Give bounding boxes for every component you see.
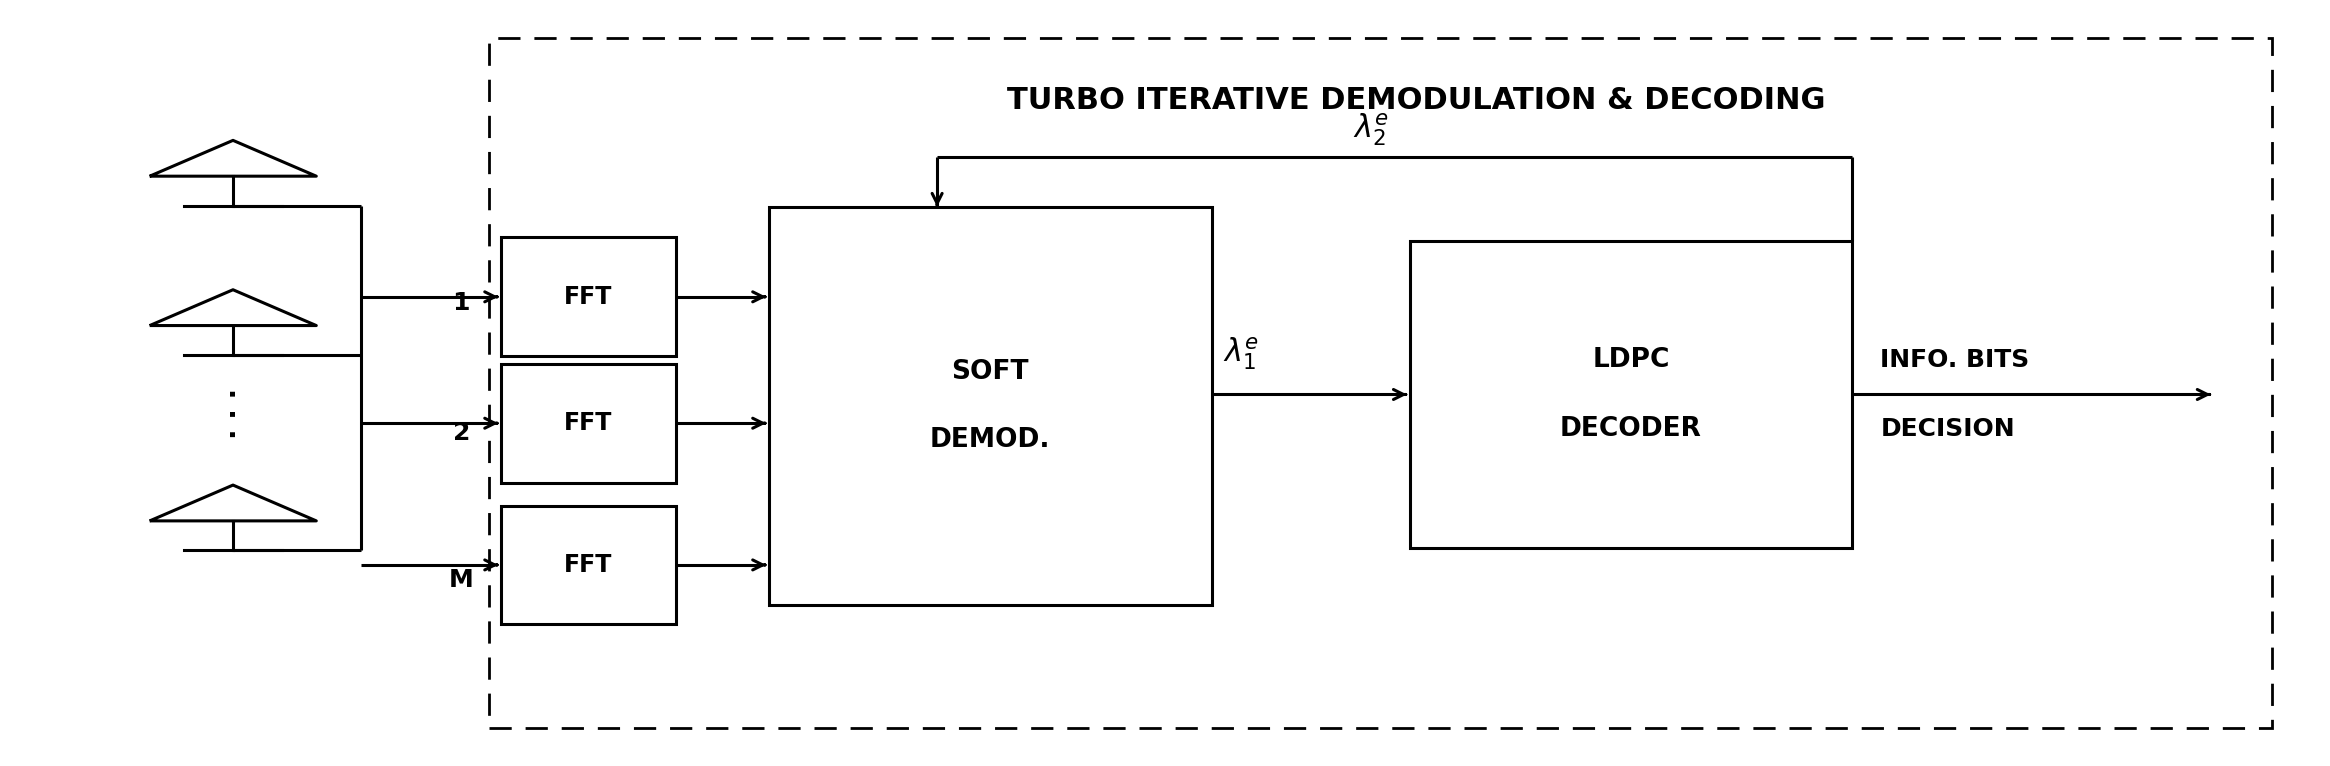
Text: . . .: . . . [214,388,242,439]
Text: FFT: FFT [564,553,613,577]
Text: TURBO ITERATIVE DEMODULATION & DECODING: TURBO ITERATIVE DEMODULATION & DECODING [1007,86,1824,115]
Bar [501,237,676,356]
Bar [501,364,676,483]
Bar [1410,241,1852,548]
Bar [489,38,2272,728]
Text: FFT: FFT [564,411,613,435]
Text: $\lambda_2^e$: $\lambda_2^e$ [1354,111,1389,148]
Text: INFO. BITS: INFO. BITS [1880,348,2029,372]
Text: 1: 1 [452,290,471,315]
Text: DEMOD.: DEMOD. [930,427,1051,453]
Text: DECISION: DECISION [1880,417,2015,441]
Bar [769,207,1212,605]
Text: DECODER: DECODER [1561,416,1701,442]
Text: $\lambda_1^e$: $\lambda_1^e$ [1223,335,1258,372]
Text: M: M [450,568,473,592]
Text: 2: 2 [452,421,471,445]
Text: SOFT: SOFT [951,358,1030,385]
Text: FFT: FFT [564,285,613,309]
Text: LDPC: LDPC [1591,347,1671,373]
Bar [501,506,676,624]
